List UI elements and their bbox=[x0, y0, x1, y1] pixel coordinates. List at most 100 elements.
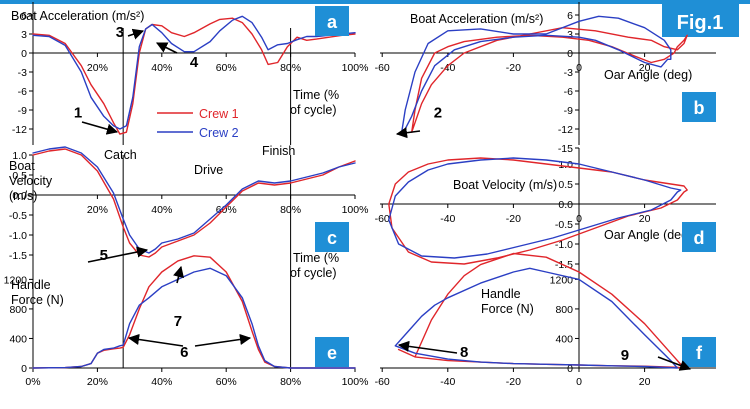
panel-c-letter-badge bbox=[315, 222, 349, 252]
panel-e-letter: e bbox=[327, 343, 337, 363]
panel-b-y-tick-label: -3 bbox=[564, 67, 573, 79]
panel-d-y-tick-label: 0.5 bbox=[558, 179, 573, 191]
panel-a-y-tick-label: -9 bbox=[18, 105, 27, 117]
callout-arrow bbox=[81, 121, 119, 135]
callout-arrow bbox=[194, 333, 252, 347]
panel-f-x-tick-label: 0 bbox=[576, 376, 582, 388]
panel-c-y-tick-label: -1.0 bbox=[9, 230, 27, 242]
panel-d-series-crew1 bbox=[388, 157, 688, 265]
panel-d-x-tick-label: 20 bbox=[639, 213, 651, 225]
panel-d: -60 -40 -20 0 201.00.50.0-0.5-1.0-1.5d bbox=[375, 148, 716, 271]
panel-e-ylabel-line2: Force (N) bbox=[11, 293, 64, 307]
panel-a-x-tick-label: 100% bbox=[342, 62, 369, 74]
panel-b-y-tick-label: -12 bbox=[558, 124, 573, 136]
panel-e-y-tick-label: 800 bbox=[9, 304, 27, 316]
panel-f-x-tick-label: -20 bbox=[506, 376, 521, 388]
panel-e-x-tick-label: 20% bbox=[87, 376, 108, 388]
panel-c-y-tick-label: 0.5 bbox=[12, 170, 27, 182]
panel-a-x-tick-label: 80% bbox=[280, 62, 301, 74]
panel-c-letter: c bbox=[327, 228, 337, 248]
panel-b-x-tick-label: 0 bbox=[576, 62, 582, 74]
panel-c-xlabel-line2: of cycle) bbox=[290, 266, 337, 280]
panel-d-xlabel: Oar Angle (deg) bbox=[604, 228, 692, 242]
legend-crew2-label: Crew 2 bbox=[199, 126, 239, 140]
panel-c-x-tick-label: 20% bbox=[87, 204, 108, 216]
panel-e-x-tick-label: 0% bbox=[25, 376, 40, 388]
finish-label: Finish bbox=[262, 144, 295, 158]
panel-e-ylabel-line1: Handle bbox=[11, 278, 51, 292]
panel-c-y-tick-label: 0.0 bbox=[12, 190, 27, 202]
panel-b-x-tick-label: -20 bbox=[506, 62, 521, 74]
panel-c-y-tick-label: -1.5 bbox=[9, 250, 27, 262]
panel-e-x-tick-label: 40% bbox=[151, 376, 172, 388]
panel-c-y-tick-label: 1.0 bbox=[12, 150, 27, 162]
callout-arrow bbox=[127, 28, 145, 40]
panel-c-series-crew1 bbox=[32, 148, 356, 258]
panel-d-x-tick-label: -60 bbox=[375, 213, 390, 225]
legend: Crew 1 Crew 2 bbox=[157, 107, 239, 140]
callout-arrow bbox=[657, 356, 692, 371]
callout-arrow bbox=[395, 127, 421, 139]
panel-a-y-tick-label: 0 bbox=[21, 48, 27, 60]
panel-b-letter-badge bbox=[682, 92, 716, 122]
panel-f-x-tick-label: -40 bbox=[440, 376, 455, 388]
panel-a-y-tick-label: 6 bbox=[21, 10, 27, 22]
figure-label-badge bbox=[662, 4, 739, 37]
panel-d-y-tick-label: 0.0 bbox=[558, 199, 573, 211]
panel-d-series-crew2 bbox=[388, 157, 682, 259]
panel-e-x-tick-label: 80% bbox=[280, 376, 301, 388]
panel-f-y-tick-label: 800 bbox=[555, 304, 573, 316]
panel-d-x-tick-label: 0 bbox=[576, 213, 582, 225]
panel-d-y-tick-label: -1.0 bbox=[555, 239, 573, 251]
panel-b-y-tick-label: 3 bbox=[567, 29, 573, 41]
panel-d-title: Boat Velocity (m/s) bbox=[453, 178, 557, 192]
panel-f-y-tick-label: 400 bbox=[555, 333, 573, 345]
panel-a-letter-badge bbox=[315, 6, 349, 36]
callout-arrow bbox=[155, 42, 178, 54]
panel-b-y-tick-label: 0 bbox=[567, 48, 573, 60]
panel-d-letter: d bbox=[694, 228, 705, 248]
panel-e-x-tick-label: 60% bbox=[216, 376, 237, 388]
panel-a-xlabel-line2: of cycle) bbox=[290, 103, 337, 117]
figure-label: Fig.1 bbox=[677, 12, 724, 34]
panel-f-ylabel-line1: Handle bbox=[481, 287, 521, 301]
panel-d-y-tick-label: -0.5 bbox=[555, 219, 573, 231]
panel-d-x-tick-label: -40 bbox=[440, 213, 455, 225]
panel-d-y-tick-label: 1.0 bbox=[558, 159, 573, 171]
panel-a-y-tick-label: 3 bbox=[21, 29, 27, 41]
panel-f-annotation-9: 9 bbox=[621, 347, 629, 364]
panel-f-letter: f bbox=[696, 343, 703, 363]
panel-b-y-tick-label: -15 bbox=[558, 143, 573, 155]
catch-label: Catch bbox=[104, 148, 137, 162]
panel-c-x-tick-label: 80% bbox=[280, 204, 301, 216]
panel-f-y-tick-label: 1200 bbox=[550, 274, 574, 286]
panel-a-x-tick-label: 40% bbox=[151, 62, 172, 74]
panel-b-y-tick-label: -6 bbox=[564, 86, 573, 98]
panel-e-letter-badge bbox=[315, 337, 349, 367]
panel-d-x-tick-label: -20 bbox=[506, 213, 521, 225]
panel-a-series-crew2 bbox=[32, 15, 356, 130]
callout-arrow bbox=[397, 340, 458, 354]
panel-a-x-tick-label: 60% bbox=[216, 62, 237, 74]
panel-b-series-crew2 bbox=[401, 15, 672, 132]
panel-a-xlabel-line1: Time (% bbox=[293, 88, 339, 102]
panel-a-y-tick-label: -6 bbox=[18, 86, 27, 98]
panel-c-xlabel-line1: Time (% bbox=[293, 251, 339, 265]
panel-e-series-crew2 bbox=[32, 267, 356, 369]
panel-b-xlabel: Oar Angle (deg) bbox=[604, 68, 692, 82]
panel-c-annotation-5: 5 bbox=[100, 247, 108, 264]
panel-b-y-tick-label: -9 bbox=[564, 105, 573, 117]
panel-f-annotation-8: 8 bbox=[460, 344, 468, 361]
panel-e-y-tick-label: 1200 bbox=[4, 274, 28, 286]
callout-arrow bbox=[173, 265, 184, 284]
panel-a-letter: a bbox=[327, 12, 338, 32]
panel-c-ylabel-line1: Boat bbox=[9, 159, 35, 173]
panel-f-ylabel-line2: Force (N) bbox=[481, 302, 534, 316]
panel-f-y-tick-label: 0 bbox=[567, 363, 573, 375]
panel-b-annotation-2: 2 bbox=[434, 105, 442, 122]
panel-f-x-tick-label: 20 bbox=[639, 376, 651, 388]
callout-arrow bbox=[127, 333, 184, 347]
drive-label: Drive bbox=[194, 163, 223, 177]
panel-a-title: Boat Acceleration (m/s²) bbox=[11, 9, 144, 23]
panel-b-letter: b bbox=[694, 98, 705, 118]
